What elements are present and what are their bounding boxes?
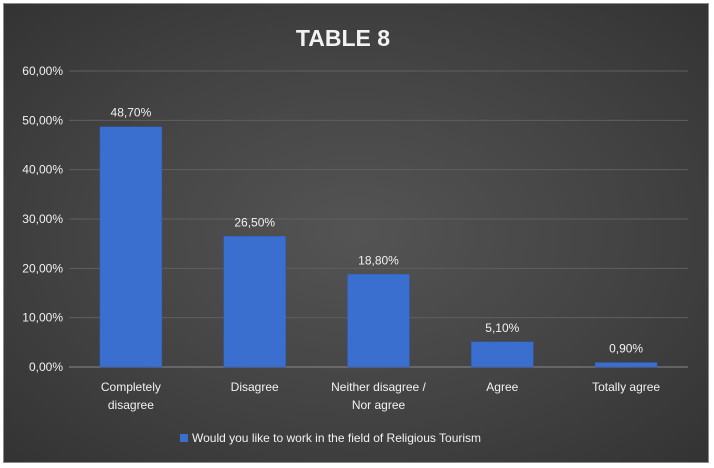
x-tick-label: Totally agree xyxy=(592,380,660,394)
x-tick-label: Disagree xyxy=(231,380,279,394)
legend-swatch xyxy=(180,434,188,442)
data-label: 26,50% xyxy=(234,215,275,229)
y-tick-label: 10,00% xyxy=(22,311,63,325)
bar xyxy=(99,126,163,368)
gridlines xyxy=(69,70,688,368)
data-label: 5,10% xyxy=(485,321,519,335)
y-axis-ticks: 0,00% 10,00% 20,00% 30,00% 40,00% 50,00% 60,00… xyxy=(22,64,63,374)
y-tick-label: 20,00% xyxy=(22,261,63,275)
x-axis-ticks: Completely disagree Disagree Neither disagr… xyxy=(101,380,661,412)
data-label: 18,80% xyxy=(358,253,399,267)
y-tick-label: 0,00% xyxy=(29,360,63,374)
legend-label: Would you like to work in the field of R… xyxy=(192,431,481,445)
bar xyxy=(223,236,286,368)
x-tick-label: Completely xyxy=(101,380,161,394)
bar-chart: TABLE 8 0,00% 10,00% 20,00% 30,00% 40,00% 50,… xyxy=(22,25,688,445)
y-tick-label: 30,00% xyxy=(22,212,63,226)
data-label: 0,90% xyxy=(609,342,643,356)
legend: Would you like to work in the field of R… xyxy=(180,431,481,445)
chart-panel: TABLE 8 0,00% 10,00% 20,00% 30,00% 40,00% 50,… xyxy=(3,3,709,463)
data-labels: 48,70% 26,50% 18,80% 5,10% 0,90% xyxy=(111,106,644,356)
bar xyxy=(347,274,410,368)
data-label: 48,70% xyxy=(111,106,152,120)
x-tick-label: Neither disagree / xyxy=(331,380,426,394)
x-tick-label: Agree xyxy=(486,380,518,394)
x-tick-label: disagree xyxy=(108,398,154,412)
bar xyxy=(471,341,534,368)
x-tick-label: Nor agree xyxy=(352,398,406,412)
chart-title: TABLE 8 xyxy=(296,25,390,51)
y-tick-label: 50,00% xyxy=(22,113,63,127)
y-tick-label: 40,00% xyxy=(22,163,63,177)
bars xyxy=(99,126,658,368)
y-tick-label: 60,00% xyxy=(22,64,63,78)
bar xyxy=(594,362,658,368)
